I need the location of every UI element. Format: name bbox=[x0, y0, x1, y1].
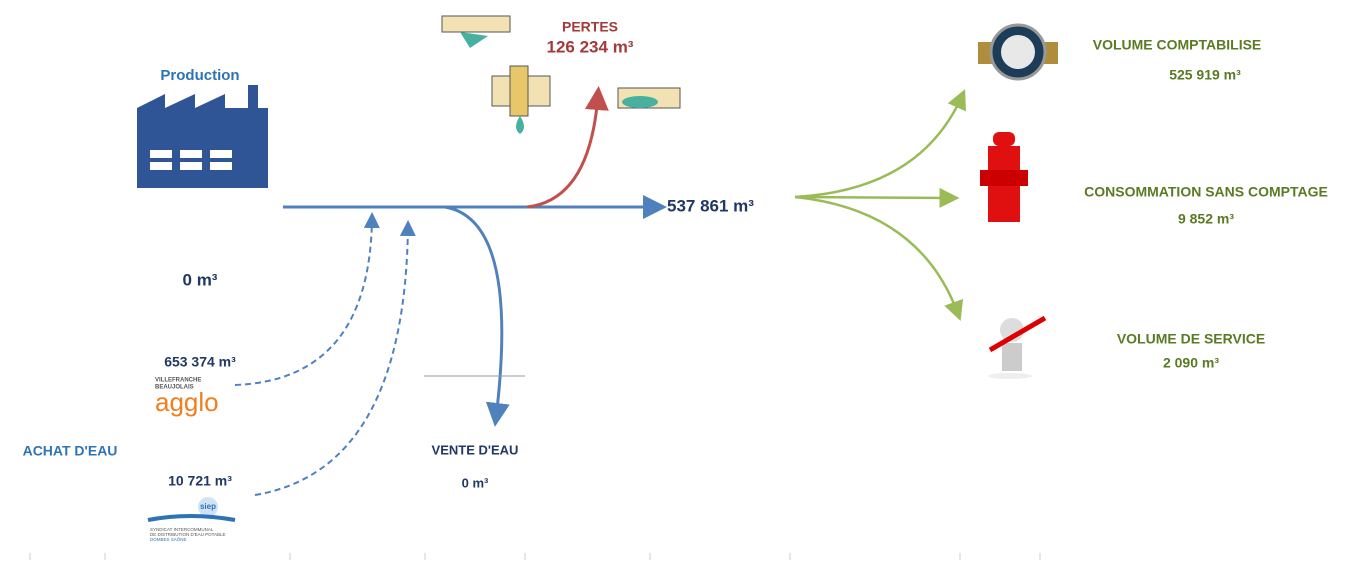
production-volume: 0 m³ bbox=[183, 270, 218, 289]
output-label: CONSOMMATION SANS COMPTAGE bbox=[1084, 184, 1328, 200]
supplier-volume: 10 721 m³ bbox=[168, 473, 232, 489]
logo-text: agglo bbox=[155, 387, 219, 417]
worker-icon bbox=[988, 318, 1045, 379]
vente-label: VENTE D'EAU bbox=[432, 442, 519, 457]
logo-text: DOMBES SAÔNE bbox=[150, 536, 187, 542]
water-meter-icon bbox=[978, 25, 1058, 79]
vente-volume: 0 m³ bbox=[462, 475, 489, 490]
output-volume: 9 852 m³ bbox=[1178, 211, 1234, 227]
production-label: Production bbox=[160, 67, 239, 84]
supplier-volume: 653 374 m³ bbox=[164, 354, 236, 370]
baseline-ticks bbox=[30, 553, 1040, 560]
logo-text: siep bbox=[200, 502, 216, 511]
output-volume: 525 919 m³ bbox=[1169, 67, 1241, 83]
logo-wave bbox=[148, 516, 235, 520]
factory-icon bbox=[137, 85, 268, 188]
distribution-volume: 537 861 m³ bbox=[667, 196, 754, 215]
output-label: VOLUME DE SERVICE bbox=[1117, 331, 1265, 347]
output-label: VOLUME COMPTABILISE bbox=[1093, 37, 1262, 53]
pertes-volume: 126 234 m³ bbox=[547, 37, 634, 56]
water-balance-diagram: Production 0 m³ PERTES 126 234 m³ 537 86… bbox=[0, 0, 1360, 562]
flows bbox=[235, 95, 962, 495]
hydrant-icon bbox=[980, 132, 1028, 222]
output-volume: 2 090 m³ bbox=[1163, 355, 1219, 371]
logo-text: VILLEFRANCHE bbox=[155, 378, 201, 384]
pertes-label: PERTES bbox=[562, 19, 618, 35]
achat-label: ACHAT D'EAU bbox=[23, 443, 118, 459]
